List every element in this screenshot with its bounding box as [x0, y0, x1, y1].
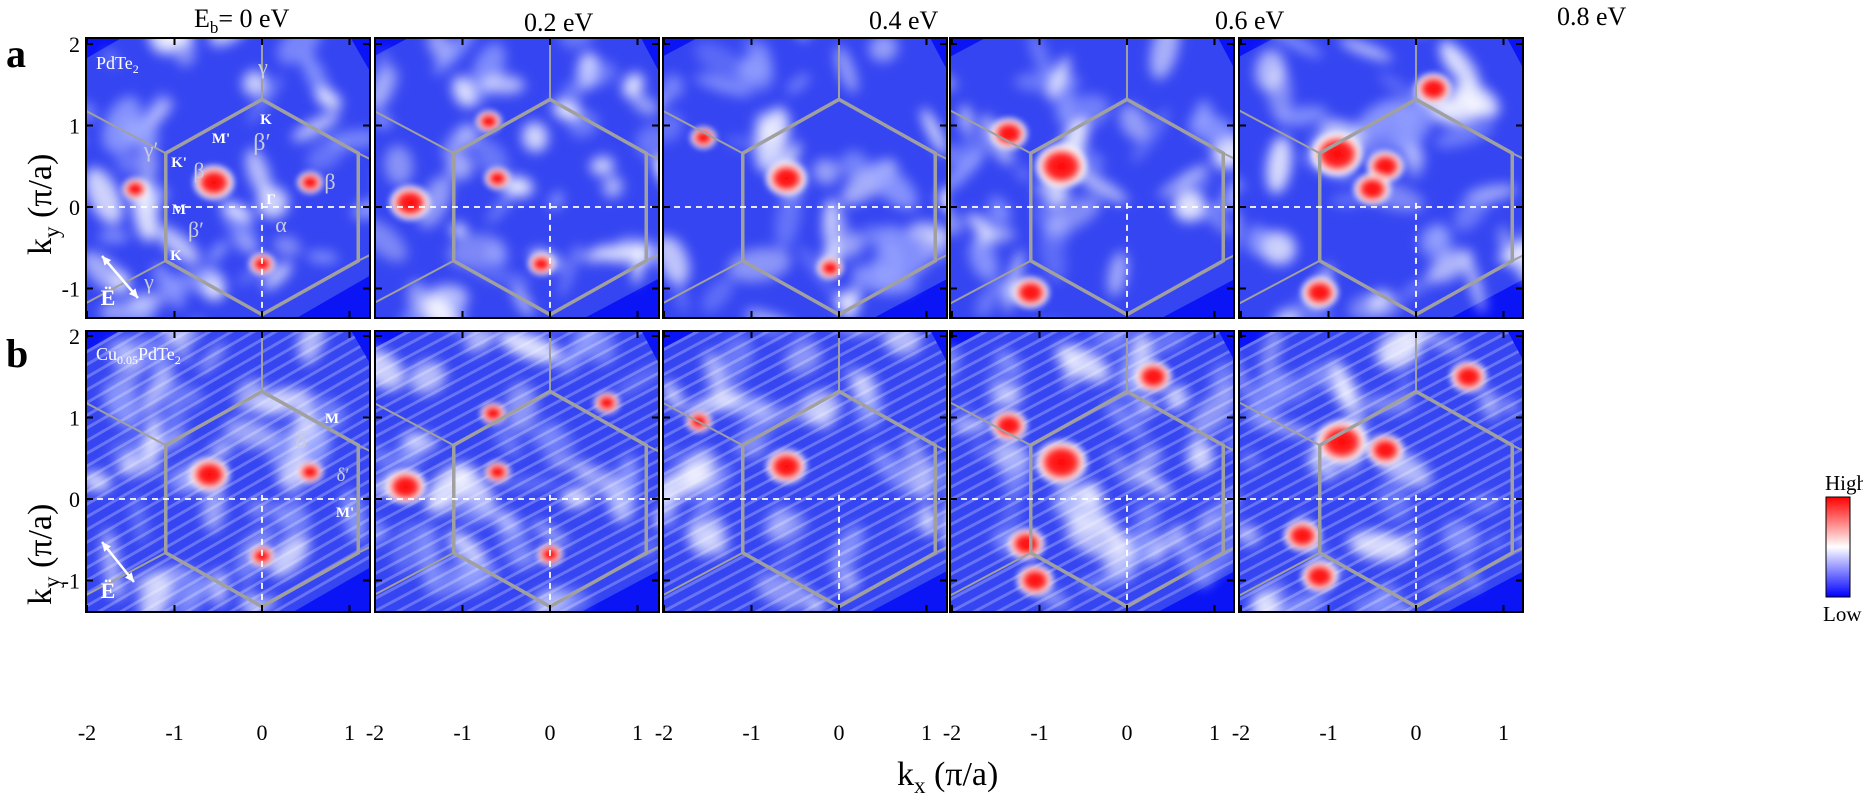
- y-tick-label: 2: [69, 324, 80, 349]
- label-M-prime-b: M': [336, 505, 354, 521]
- x-tick-label: -1: [453, 720, 471, 745]
- col-title-4: 0.8 eV: [1557, 2, 1627, 31]
- label-gamma-bottom: γ: [143, 269, 154, 294]
- map-panel-a-4: [1238, 37, 1524, 319]
- col-title-1: 0.2 eV: [524, 8, 594, 37]
- x-tick-label: -2: [1232, 720, 1250, 745]
- label-E-vector-a: Ë: [101, 285, 116, 310]
- map-panel-b-0: [85, 330, 371, 613]
- label-M: M: [172, 202, 186, 218]
- label-E-vector-b: Ë: [101, 578, 116, 603]
- label-M-b: M: [325, 411, 339, 427]
- y-tick-label: 0: [69, 195, 80, 220]
- colorbar-low-label: Low: [1823, 602, 1862, 626]
- y-tick-label: 2: [69, 32, 80, 57]
- x-tick-label: -1: [165, 720, 183, 745]
- map-panel-a-1: [374, 37, 660, 319]
- label-K-bottom: K: [170, 248, 182, 264]
- label-Gamma: Γ: [266, 192, 276, 208]
- x-tick-label: -1: [1319, 720, 1337, 745]
- map-panel-a-2: [662, 37, 948, 319]
- map-panel-a-3: [949, 37, 1235, 319]
- label-delta: δ: [295, 428, 306, 454]
- colorbar-high-label: High: [1825, 471, 1863, 495]
- x-tick-label: -1: [742, 720, 760, 745]
- x-tick-label: 1: [1209, 720, 1220, 745]
- label-beta-left: β: [193, 158, 204, 183]
- sample-label-b: Cu0.05PdTe2: [96, 344, 181, 367]
- label-beta-prime-bottom: β′: [188, 217, 204, 242]
- y-tick-label: 0: [69, 487, 80, 512]
- map-panel-b-4: [1238, 330, 1524, 613]
- map-panel-b-2: [662, 330, 948, 613]
- map-panel-b-1: [374, 330, 660, 613]
- col-title-2: 0.4 eV: [869, 6, 939, 35]
- y-tick-label: -1: [62, 569, 80, 594]
- x-tick-label: -2: [366, 720, 384, 745]
- y-tick-label: 1: [69, 406, 80, 431]
- y-tick-label: -1: [62, 277, 80, 302]
- x-tick-label: 0: [545, 720, 556, 745]
- sample-label-a: PdTe2: [96, 53, 139, 76]
- label-beta-right: β: [324, 169, 335, 194]
- map-panel-b-3: [949, 330, 1235, 613]
- x-tick-label: 1: [632, 720, 643, 745]
- polarization-arrow-a: [101, 255, 139, 299]
- x-axis-label: kx (π/a): [897, 756, 999, 798]
- label-alpha: α: [275, 212, 287, 237]
- x-tick-label: -2: [943, 720, 961, 745]
- x-tick-label: 0: [834, 720, 845, 745]
- row-label-a: a: [6, 31, 26, 76]
- x-tick-label: -2: [78, 720, 96, 745]
- x-tick-label: -2: [655, 720, 673, 745]
- x-tick-label: 0: [257, 720, 268, 745]
- map-panel-a-0: [85, 37, 371, 319]
- x-tick-label: 0: [1122, 720, 1133, 745]
- label-K-prime: K': [171, 155, 187, 171]
- label-beta-prime-top: β′: [253, 130, 270, 156]
- label-gamma-top: γ: [257, 54, 268, 79]
- x-tick-label: 1: [344, 720, 355, 745]
- y-tick-label: 1: [69, 114, 80, 139]
- label-delta-prime: δ′: [336, 465, 349, 486]
- x-tick-label: 1: [921, 720, 932, 745]
- col-title-3: 0.6 eV: [1215, 6, 1285, 35]
- col-title-0: Eb= 0 eV: [194, 4, 290, 38]
- polarization-arrow-b: [101, 541, 135, 583]
- label-K-top: K: [260, 112, 272, 128]
- x-tick-label: 1: [1498, 720, 1509, 745]
- label-gamma-prime: γ′: [143, 137, 159, 162]
- x-tick-label: -1: [1030, 720, 1048, 745]
- label-M-prime: M': [212, 131, 230, 147]
- colorbar: [1825, 496, 1851, 598]
- row-label-b: b: [6, 331, 29, 376]
- x-tick-label: 0: [1411, 720, 1422, 745]
